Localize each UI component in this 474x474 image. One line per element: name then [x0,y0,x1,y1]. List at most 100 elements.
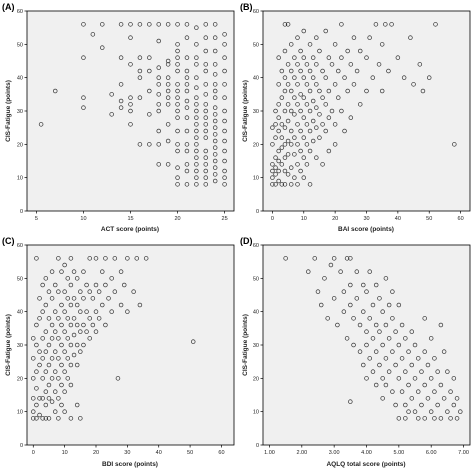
panel-a-data-point [165,95,171,100]
panel-c-tag: (C) [2,236,15,246]
panel-c-y-tick-label: 20 [17,376,23,382]
panel-c-data-point [71,269,77,274]
panel-d-data-point [370,302,376,308]
panel-b-data-point [301,95,307,100]
panel-b-data-point [373,22,379,27]
panel-b-data-point [298,168,303,174]
panel-b-data-point [420,88,426,94]
panel-b-data-point [339,22,344,27]
panel-b-data-point [295,122,300,127]
panel-a-data-point [175,165,180,170]
panel-b-data-point [304,82,310,87]
panel-b-data-point [276,148,281,154]
panel-b-data-point [389,22,394,27]
panel-a-data-point [137,68,143,74]
panel-a-data-point [194,142,199,147]
panel-b-data-point [282,155,288,160]
panel-a-data-point [175,82,180,87]
panel-d-data-point [390,389,395,394]
panel-a-data-point [81,105,86,110]
panel-a-data-point [81,95,86,100]
panel-b-data-point [279,162,285,167]
panel-a-data-point [147,22,152,27]
panel-d-data-point [380,376,385,381]
panel-d-data-point [399,322,405,328]
panel-b-data-point [288,182,294,187]
panel-b-data-point [292,112,297,117]
panel-b-data-point [276,82,281,87]
panel-a-data-point [212,145,218,150]
panel-c-data-point [43,302,49,308]
panel-b-data-point [292,95,297,100]
panel-c-data-point [78,416,83,421]
panel-a-data-point [165,162,171,167]
panel-a-data-point [156,82,161,87]
panel-c-data-point [103,282,108,288]
panel-c-x-tick-label: 40 [156,450,162,456]
panel-d-data-point [409,329,415,334]
panel-b-data-point [408,35,413,40]
panel-c-data-point [143,256,149,261]
panel-b-data-point [379,42,385,47]
panel-d-data-point [348,399,353,404]
panel-b-data-point [345,88,350,94]
panel-c-data-point [43,402,49,408]
panel-b-y-tick-label: 60 [253,9,259,15]
panel-c-data-point [103,322,108,328]
panel-b-data-point [304,62,310,67]
panel-a-data-point [212,118,218,124]
panel-b-data-point [357,102,363,107]
panel-d-data-point [373,382,379,388]
panel-b-data-point [279,122,285,127]
panel-a-data-point [203,122,209,127]
panel-b-y-tick-label: 40 [253,76,259,82]
panel-d-data-point [338,269,343,274]
panel-c-data-point [43,329,49,334]
panel-d-data-point [377,362,382,368]
panel-a-data-point [194,42,199,47]
panel-c-data-point [74,402,80,408]
panel-d-data-point [386,336,392,341]
panel-a-data-point [175,68,180,74]
panel-b-data-point [379,88,385,94]
panel-d-data-point [406,409,411,414]
panel-c-data-point [71,316,77,321]
panel-b-data-point [452,142,457,147]
panel-c-data-point [74,302,80,308]
panel-a-data-point [212,72,218,77]
panel-a-data-point [194,115,199,120]
panel-a-data-point [128,108,133,114]
panel-b-data-point [314,125,319,130]
panel-b-data-point [295,142,300,147]
panel-a-y-tick-label: 40 [17,76,23,82]
panel-b-data-point [320,122,325,127]
panel-b-data-point [285,62,291,67]
panel-a-data-point [165,62,171,67]
panel-b-data-point [364,55,369,60]
panel-c-data-point [112,289,118,294]
panel-b-data-point [304,162,310,167]
panel-c-x-tick-label: 10 [62,450,68,456]
panel-d-data-point [393,329,398,334]
panel-b-data-point [314,35,319,40]
panel-a: (A) ACT score (points) CIS-Fatigue (poin… [2,2,235,233]
panel-a-data-point [175,128,180,134]
panel-c-data-point [59,302,64,308]
panel-b-data-point [320,95,325,100]
panel-b-data-point [367,35,372,40]
panel-c-data-point [62,389,67,394]
panel-b-data-point [279,145,285,150]
panel-a-data-point [222,168,227,174]
panel-a-data-point [203,148,209,154]
panel-a-data-point [175,102,180,107]
panel-a-y-tick-label: 10 [17,176,23,182]
panel-c-data-point [56,376,61,381]
panel-a-data-point [184,88,190,94]
panel-d-data-point [283,256,288,261]
panel-d-data-point [441,396,447,401]
panel-d-y-tick-label: 30 [253,343,259,349]
panel-c-data-point [112,256,118,261]
panel-c-data-point [59,342,64,348]
panel-d-tag: (D) [240,236,253,246]
panel-a-x-tick-label: 20 [174,216,180,222]
